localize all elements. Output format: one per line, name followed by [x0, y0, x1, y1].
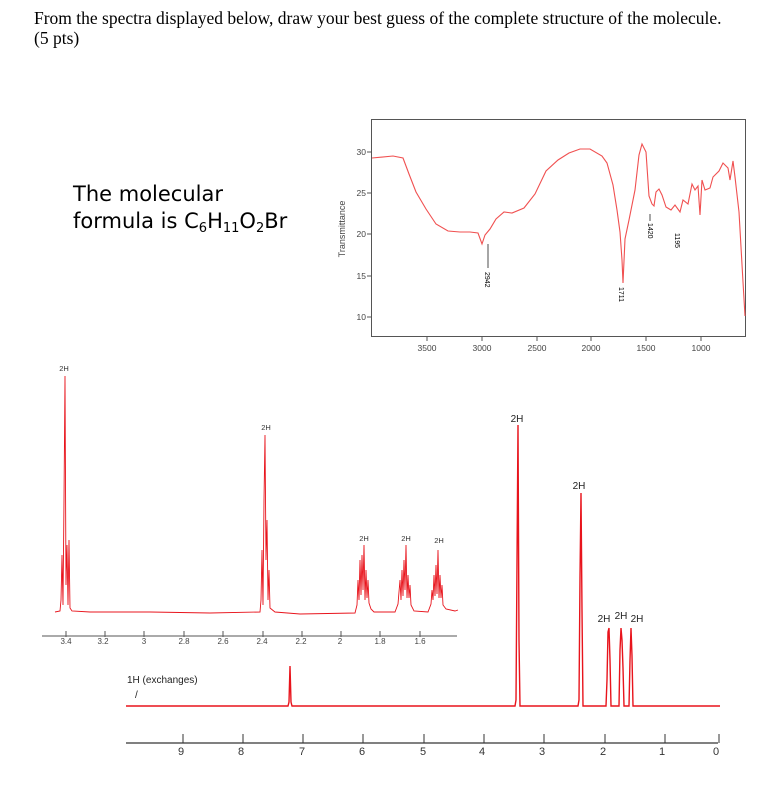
svg-text:2H: 2H: [573, 481, 586, 492]
svg-text:2H: 2H: [631, 614, 644, 625]
nmr-full-trace: [126, 424, 720, 707]
svg-text:2H: 2H: [261, 423, 271, 432]
ir-peak-annotations: 2942 1711 1420 1195: [483, 214, 680, 302]
question-points: (5 pts): [34, 28, 80, 48]
svg-text:3.4: 3.4: [60, 637, 72, 646]
ir-x-axis: 3500 3000 2500 2000 1500 1000: [418, 337, 711, 353]
svg-text:2500: 2500: [528, 343, 547, 353]
svg-text:2: 2: [338, 637, 343, 646]
svg-text:1: 1: [659, 746, 665, 758]
nmr-full-x-axis: 9 8 7 6 5 4 3 2 1 0: [178, 734, 720, 758]
svg-text:4: 4: [479, 746, 485, 758]
formula-line-2: formula is C6H11O2Br: [73, 209, 288, 236]
ir-y-tick: 25: [357, 188, 367, 198]
svg-text:2000: 2000: [582, 343, 601, 353]
svg-text:3: 3: [142, 637, 147, 646]
formula-line-1: The molecular: [73, 182, 223, 206]
svg-text:1.6: 1.6: [414, 637, 426, 646]
svg-text:7: 7: [299, 746, 305, 758]
svg-text:2.8: 2.8: [178, 637, 190, 646]
ir-y-tick: 10: [357, 312, 367, 322]
molecular-formula: The molecular formula is C6H11O2Br: [73, 181, 287, 235]
question-text: From the spectra displayed below, draw y…: [34, 8, 721, 48]
svg-text:0: 0: [713, 746, 719, 758]
svg-text:8: 8: [238, 746, 244, 758]
nmr-expansion-x-axis: 3.4 3.2 3 2.8 2.6 2.4 2.2 2 1.8 1.6: [60, 631, 426, 646]
svg-text:1500: 1500: [637, 343, 656, 353]
ir-annotation-1420: 1420: [646, 223, 653, 239]
svg-text:2H: 2H: [598, 614, 611, 625]
svg-text:2.2: 2.2: [295, 637, 307, 646]
svg-text:3.2: 3.2: [97, 637, 109, 646]
nmr-full-chart: 2H 2H 2H 2H 2H 1H (exchanges) / 9 8 7 6 …: [126, 414, 720, 758]
ir-annotation-1195: 1195: [673, 233, 680, 248]
svg-text:2: 2: [600, 746, 606, 758]
exchange-mark: /: [135, 690, 138, 701]
svg-text:2.4: 2.4: [256, 637, 268, 646]
ir-annotation-2942: 2942: [483, 272, 490, 288]
ir-y-tick: 20: [357, 229, 367, 239]
ir-y-label: Transmittance: [337, 201, 347, 258]
nmr-full-labels: 2H 2H 2H 2H 2H: [511, 414, 644, 625]
svg-text:5: 5: [420, 746, 426, 758]
svg-text:9: 9: [178, 746, 184, 758]
nmr-expansion-chart: 2H 2H 2H 2H 2H 3.4 3.2 3 2.8 2.6 2.4 2.2: [42, 364, 459, 646]
svg-text:2H: 2H: [401, 534, 411, 543]
svg-text:2H: 2H: [359, 534, 369, 543]
svg-text:1000: 1000: [692, 343, 711, 353]
svg-text:2H: 2H: [511, 414, 524, 425]
nmr-expansion-labels: 2H 2H 2H 2H 2H: [59, 364, 444, 545]
ir-plot-frame: [371, 119, 746, 337]
nmr-expansion-trace: [54, 375, 459, 615]
svg-text:2H: 2H: [59, 364, 69, 373]
svg-text:1.8: 1.8: [374, 637, 386, 646]
ir-annotation-1711: 1711: [617, 287, 624, 302]
svg-text:3: 3: [539, 746, 545, 758]
ir-y-axis: 30 25 20 15 10 Transmittance: [337, 147, 371, 322]
ir-y-tick: 30: [357, 147, 367, 157]
svg-text:3500: 3500: [418, 343, 437, 353]
ir-y-tick: 15: [357, 271, 367, 281]
svg-text:3000: 3000: [473, 343, 492, 353]
ir-trace: [371, 142, 746, 317]
exchange-label: 1H (exchanges): [127, 675, 198, 686]
svg-text:2H: 2H: [615, 611, 628, 622]
question-line-1: From the spectra displayed below, draw y…: [34, 8, 722, 28]
svg-text:2.6: 2.6: [217, 637, 229, 646]
svg-text:2H: 2H: [434, 536, 444, 545]
svg-text:6: 6: [359, 746, 365, 758]
